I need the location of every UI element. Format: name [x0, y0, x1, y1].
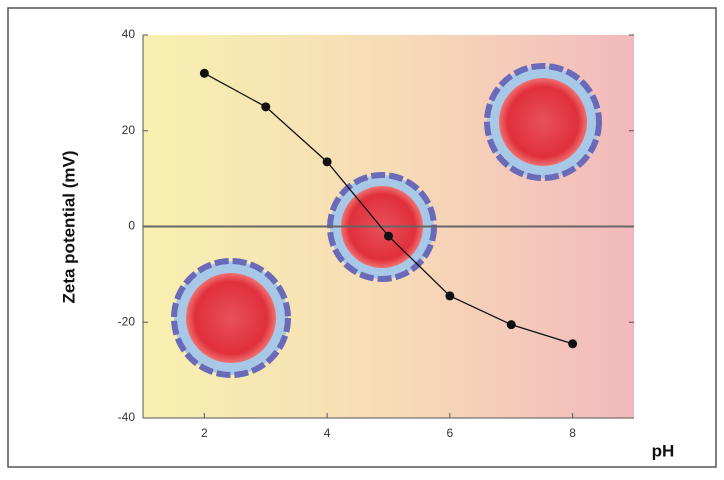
y-tick-label: 40 [122, 27, 136, 41]
x-tick-label: 4 [324, 426, 331, 440]
data-point [323, 157, 332, 166]
y-tick-label: 0 [128, 219, 135, 233]
page: {"chart_data": {"type": "line", "x_label… [0, 0, 724, 475]
y-tick-label: -40 [118, 410, 136, 424]
y-axis-title: Zeta potential (mV) [59, 150, 78, 303]
data-point [445, 291, 454, 300]
data-point [384, 232, 393, 241]
data-point [507, 320, 516, 329]
y-tick-label: -20 [118, 314, 136, 328]
y-tick-label: 20 [122, 123, 136, 137]
data-point [261, 102, 270, 111]
data-point [200, 69, 209, 78]
data-point [568, 339, 577, 348]
x-tick-label: 6 [447, 426, 454, 440]
x-axis-title: pH [652, 441, 675, 460]
liposome [174, 261, 288, 375]
chart: Zeta potential (mV) pH -40 -20 0 20 40 2 4 6 8 [0, 0, 724, 475]
x-tick-label: 8 [569, 426, 576, 440]
liposome [487, 66, 599, 178]
x-tick-label: 2 [201, 426, 208, 440]
